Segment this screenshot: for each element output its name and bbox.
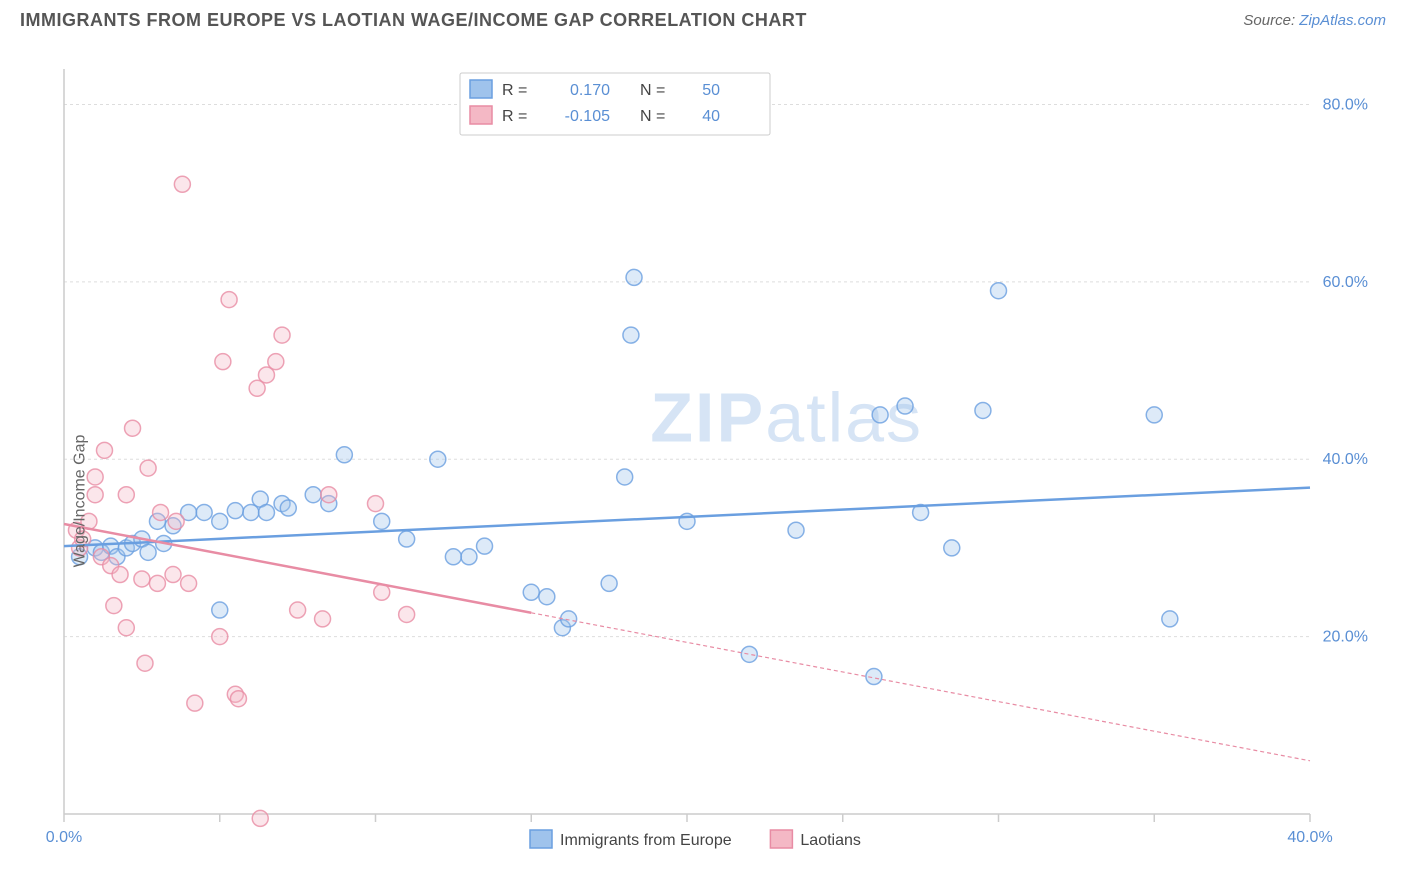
data-point [445, 549, 461, 565]
data-point [1146, 407, 1162, 423]
data-point [539, 589, 555, 605]
data-point [617, 469, 633, 485]
data-point [315, 611, 331, 627]
y-tick-label: 60.0% [1323, 274, 1368, 291]
data-point [374, 513, 390, 529]
data-point [137, 655, 153, 671]
data-point [112, 567, 128, 583]
data-point [626, 269, 642, 285]
data-point [87, 469, 103, 485]
data-point [174, 176, 190, 192]
data-point [601, 575, 617, 591]
data-point [430, 451, 446, 467]
legend-stats: R = 0.170 N = 50 R = -0.105 N = 40 [460, 73, 770, 135]
data-point [134, 571, 150, 587]
data-point [153, 504, 169, 520]
trend-line [64, 524, 531, 613]
data-point [991, 283, 1007, 299]
data-point [1162, 611, 1178, 627]
y-tick-label: 80.0% [1323, 96, 1368, 113]
legend-swatch [470, 80, 492, 98]
data-point [212, 629, 228, 645]
data-point [215, 354, 231, 370]
legend-swatch [530, 830, 552, 848]
data-point [872, 407, 888, 423]
data-point [165, 567, 181, 583]
data-point [212, 513, 228, 529]
y-tick-label: 40.0% [1323, 451, 1368, 468]
legend-r-label: R = [502, 108, 527, 125]
data-point [321, 487, 337, 503]
x-tick-label: 40.0% [1287, 829, 1332, 846]
data-point [149, 575, 165, 591]
legend-n-label: N = [640, 108, 665, 125]
data-point [221, 292, 237, 308]
data-point [168, 513, 184, 529]
data-point [252, 810, 268, 826]
data-point [96, 442, 112, 458]
data-point [140, 460, 156, 476]
data-point [280, 500, 296, 516]
data-point [230, 691, 246, 707]
legend-r-label: R = [502, 82, 527, 99]
data-point [87, 487, 103, 503]
legend-n-value: 50 [702, 82, 720, 99]
data-point [305, 487, 321, 503]
data-point [274, 327, 290, 343]
legend-swatch [470, 106, 492, 124]
data-point [399, 606, 415, 622]
legend-r-value: 0.170 [570, 82, 610, 99]
data-point [258, 504, 274, 520]
legend-r-value: -0.105 [565, 108, 610, 125]
x-tick-label: 0.0% [46, 829, 82, 846]
legend-series: Immigrants from Europe Laotians [530, 830, 861, 849]
legend-n-value: 40 [702, 108, 720, 125]
data-point [196, 504, 212, 520]
data-point [118, 620, 134, 636]
trend-line-dashed [531, 613, 1310, 761]
legend-series-label: Laotians [800, 832, 861, 849]
data-point [461, 549, 477, 565]
data-point [268, 354, 284, 370]
data-point [897, 398, 913, 414]
y-axis-label: Wage/Income Gap [71, 435, 89, 568]
data-point [336, 447, 352, 463]
data-point [623, 327, 639, 343]
data-point [975, 402, 991, 418]
data-point [741, 646, 757, 662]
legend-n-label: N = [640, 82, 665, 99]
data-point [187, 695, 203, 711]
data-point [181, 575, 197, 591]
legend-swatch [770, 830, 792, 848]
chart-title: IMMIGRANTS FROM EUROPE VS LAOTIAN WAGE/I… [20, 10, 807, 31]
data-point [212, 602, 228, 618]
data-point [477, 538, 493, 554]
data-point [227, 503, 243, 519]
data-point [788, 522, 804, 538]
source-label: Source: [1243, 12, 1299, 29]
data-point [140, 544, 156, 560]
source-attribution: Source: ZipAtlas.com [1243, 12, 1386, 29]
data-point [523, 584, 539, 600]
y-tick-label: 20.0% [1323, 629, 1368, 646]
data-point [944, 540, 960, 556]
data-point [399, 531, 415, 547]
source-link[interactable]: ZipAtlas.com [1299, 12, 1386, 29]
data-point [106, 598, 122, 614]
data-point [125, 420, 141, 436]
data-point [368, 496, 384, 512]
data-point [290, 602, 306, 618]
data-point [118, 487, 134, 503]
data-point [561, 611, 577, 627]
correlation-chart: 20.0%40.0%60.0%80.0%ZIPatlas0.0%40.0%R =… [20, 39, 1380, 879]
legend-series-label: Immigrants from Europe [560, 832, 732, 849]
